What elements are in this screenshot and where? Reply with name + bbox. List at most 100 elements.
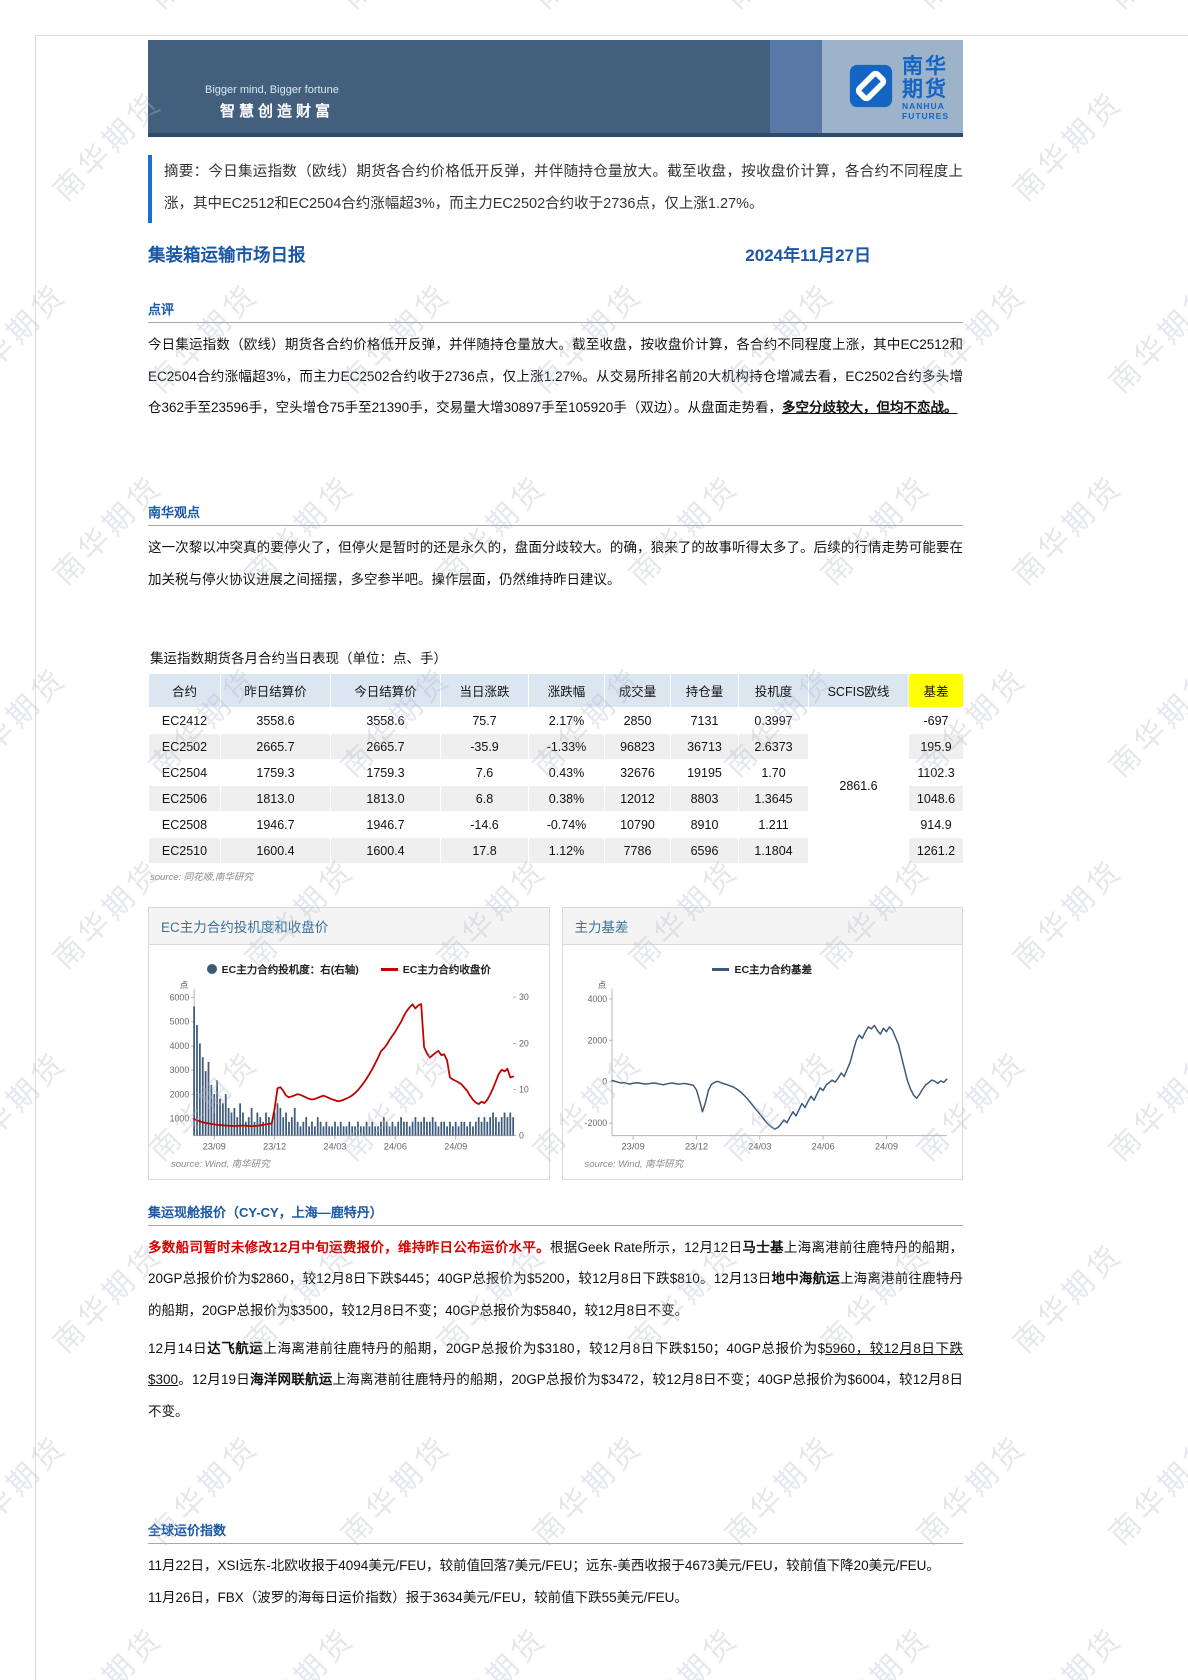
svg-text:24/06: 24/06 [811,1142,834,1152]
table-cell: 1813.0 [220,785,331,813]
watermark-text: 南华期货 [329,0,459,17]
table-cell: EC2504 [148,759,221,787]
comment-paragraph: 今日集运指数（欧线）期货各合约价格低开反弹，并伴随持仓量放大。截至收盘，按收盘价… [148,329,963,424]
svg-text:3000: 3000 [170,1066,190,1076]
svg-text:6000: 6000 [170,993,190,1003]
page-title: 集装箱运输市场日报 [148,244,306,265]
column-header: 今日结算价 [330,673,441,709]
legend-line-marker [380,968,398,971]
banner-logo-block: 南华期货 NANHUA FUTURES [822,40,963,137]
table-cell: 6596 [670,837,739,865]
legend-label: EC主力合约基差 [734,963,813,976]
company-logo: 南华期货 NANHUA FUTURES [848,55,963,121]
watermark-text: 南华期货 [1097,0,1188,17]
table-source: source: 同花顺,南华研究 [150,872,253,884]
text-segment: 12月14日 [148,1340,208,1356]
table-cell: 2665.7 [220,733,331,761]
table-row: EC2502 2665.7 2665.7 -35.9 -1.33% 96823 36713 2… [148,733,964,761]
svg-text:10: 10 [519,1085,529,1095]
svg-text:点: 点 [597,980,605,990]
banner-slogan-block: Bigger mind, Bigger fortune 智慧创造财富 [148,40,770,137]
watermark-text: 南华期货 [1007,853,1130,976]
table-cell: 1813.0 [330,785,441,813]
charts-row: EC主力合约投机度和收盘价 EC主力合约投机度：右(右轴) EC主力合约收盘价 点… [148,907,963,1180]
svg-text:24/03: 24/03 [323,1142,346,1152]
svg-text:24/09: 24/09 [444,1142,467,1152]
table-cell: 1.70 [738,759,809,787]
legend-item: EC主力合约收盘价 [380,962,491,977]
legend-label: EC主力合约投机度：右(右轴) [221,963,359,976]
logo-name-cn: 南华期货 [902,55,948,101]
table-cell: 2.6373 [738,733,809,761]
table-cell: 1600.4 [220,837,331,865]
watermark-text: 南华期货 [1007,469,1130,592]
table-cell: 10790 [604,811,671,839]
watermark-text: 南华期货 [137,0,267,17]
watermark-text: 南华期货 [1103,1429,1188,1552]
basis-cell: 1261.2 [908,837,964,865]
watermark-text: 南华期货 [1007,85,1130,208]
table-cell: 1600.4 [330,837,441,865]
column-header: 合约 [148,673,221,709]
watermark-text: 南华期货 [1103,661,1188,784]
page-margin-line-vertical [35,35,36,1680]
table-cell: -14.6 [440,811,529,839]
text-segment: 地中海航运 [771,1271,840,1287]
watermark-text: 南华期货 [0,1429,74,1552]
column-header: 昨日结算价 [220,673,331,709]
chart-panel-speculation-close: EC主力合约投机度和收盘价 EC主力合约投机度：右(右轴) EC主力合约收盘价 点… [148,907,550,1180]
svg-text:4000: 4000 [587,994,607,1004]
svg-text:23/09: 23/09 [621,1142,644,1152]
table-row: EC2504 1759.3 1759.3 7.6 0.43% 32676 19195 1.70… [148,759,964,787]
table-cell: 12012 [604,785,671,813]
svg-text:30: 30 [519,993,529,1003]
text-segment: 多空分歧较大，但均不恋战。 [781,400,958,416]
text-segment: 5960，较12月8日下跌$300 [148,1340,964,1388]
table-cell: 3558.6 [220,707,331,735]
section-heading-quotes: 集运现舱报价（CY-CY，上海—鹿特丹） [148,1202,963,1226]
table-cell: -1.33% [528,733,605,761]
watermark-text: 南华期货 [41,1615,171,1680]
title-row: 集装箱运输市场日报 2024年11月27日 [148,241,963,267]
table-cell: 8910 [670,811,739,839]
svg-text:2000: 2000 [170,1090,190,1100]
global-index-line-1: 11月22日，XSI远东-北欧收报于4094美元/FEU，较前值回落7美元/FE… [148,1557,940,1573]
text-segment: 马士基 [742,1239,784,1255]
chart-body: EC主力合约基差 点 -2000 0 2000 4000 23/09 23/12 24/03 2… [563,945,963,1153]
chart-source: source: Wind, 南华研究 [171,1158,270,1170]
table-row: EC2506 1813.0 1813.0 6.8 0.38% 12012 8803 1.364… [148,785,964,813]
column-header: 成交量 [604,673,671,709]
section-heading-viewpoint: 南华观点 [148,502,963,526]
chart-legend: EC主力合约基差 [567,959,959,979]
column-header: 当日涨跌 [440,673,529,709]
chart-source: source: Wind, 南华研究 [584,1158,684,1170]
chart-panel-basis: 主力基差 EC主力合约基差 点 -2000 0 2000 4000 23/09 23/12 2… [561,907,963,1180]
watermark-text: 南华期货 [233,1615,363,1680]
section-heading-comment: 点评 [148,299,963,323]
watermark-text: 南华期货 [1007,1237,1130,1360]
watermark-text: 南华期货 [1001,1615,1131,1680]
table-header-row: 合约 昨日结算价 今日结算价 当日涨跌 涨跌幅 成交量 持仓量 投机度 SCFIS欧线 基差 [148,673,964,709]
text-segment: 上海离港前往鹿特丹的船期，20GP总报价价为$2860，较12月8日下跌$445… [148,1239,964,1287]
table-cell: EC2510 [148,837,221,865]
watermark-text: 南华期货 [905,0,1035,17]
report-content: Bigger mind, Bigger fortune 智慧创造财富 南华期货 … [148,40,964,1613]
legend-line-marker [712,968,730,971]
table-cell: 19195 [670,759,739,787]
chart-body: EC主力合约投机度：右(右轴) EC主力合约收盘价 点 1000 2000 3000 40… [149,945,549,1153]
watermark-text: 南华期货 [425,1615,555,1680]
table-cell: EC2412 [148,707,221,735]
svg-text:23/12: 23/12 [263,1142,286,1152]
text-segment: 海洋网联航运 [250,1372,333,1388]
text-segment: 上海离港前往鹿特丹的船期，20GP总报价为$3180，较12月8日下跌$150；… [263,1340,826,1356]
table-cell: EC2502 [148,733,221,761]
table-cell: 2.17% [528,707,605,735]
text-segment: 今日集运指数（欧线）期货各合约价格低开反弹，并伴随持仓量放大。截至收盘，按收盘价… [148,336,963,416]
column-header: 基差 [908,673,964,709]
svg-text:24/09: 24/09 [874,1142,897,1152]
watermark-text: 南华期货 [0,661,74,784]
table-title: 集运指数期货各月合约当日表现（单位：点、手） [150,651,447,667]
futures-table: 合约 昨日结算价 今日结算价 当日涨跌 涨跌幅 成交量 持仓量 投机度 SCFIS欧线 基差 EC… [148,673,964,865]
table-cell: 36713 [670,733,739,761]
svg-text:-2000: -2000 [584,1118,607,1128]
